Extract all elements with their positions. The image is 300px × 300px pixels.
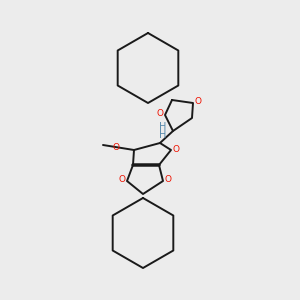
Text: O: O [194, 98, 202, 106]
Text: O: O [112, 142, 119, 152]
Text: O: O [164, 176, 172, 184]
Text: H: H [159, 122, 167, 132]
Text: O: O [118, 176, 125, 184]
Text: O: O [172, 145, 179, 154]
Text: O: O [157, 110, 164, 118]
Text: H: H [159, 130, 167, 140]
